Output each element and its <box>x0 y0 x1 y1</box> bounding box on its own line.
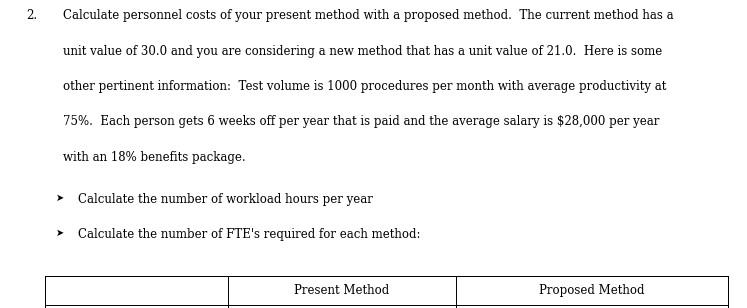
Bar <box>45 276 728 308</box>
Text: with an 18% benefits package.: with an 18% benefits package. <box>63 151 246 164</box>
Text: Proposed Method: Proposed Method <box>539 284 645 297</box>
Text: other pertinent information:  Test volume is 1000 procedures per month with aver: other pertinent information: Test volume… <box>63 80 667 93</box>
Text: ➤: ➤ <box>56 228 64 238</box>
Text: ➤: ➤ <box>56 192 64 202</box>
Text: unit value of 30.0 and you are considering a new method that has a unit value of: unit value of 30.0 and you are consideri… <box>63 45 663 58</box>
Text: Present Method: Present Method <box>294 284 389 297</box>
Text: 75%.  Each person gets 6 weeks off per year that is paid and the average salary : 75%. Each person gets 6 weeks off per ye… <box>63 116 660 128</box>
Text: Calculate personnel costs of your present method with a proposed method.  The cu: Calculate personnel costs of your presen… <box>63 9 674 22</box>
Text: Calculate the number of workload hours per year: Calculate the number of workload hours p… <box>78 192 374 205</box>
Text: Calculate the number of FTE's required for each method:: Calculate the number of FTE's required f… <box>78 228 421 241</box>
Text: 2.: 2. <box>26 9 37 22</box>
